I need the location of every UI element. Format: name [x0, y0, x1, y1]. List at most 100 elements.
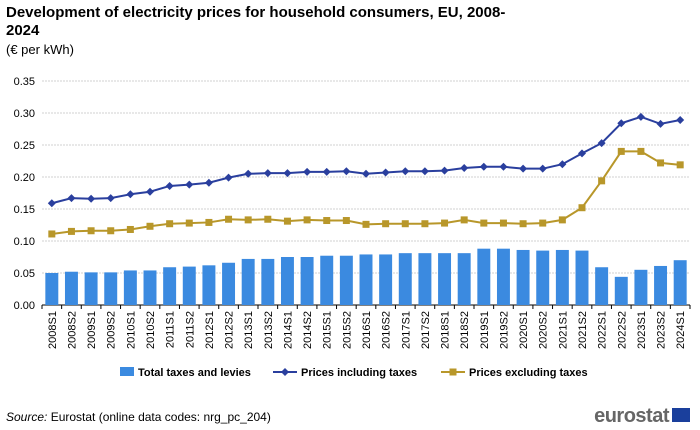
x-tick-label: 2022S1: [597, 311, 609, 349]
bar: [673, 260, 687, 305]
x-tick-label: 2015S1: [322, 311, 334, 349]
chart-subtitle: (€ per kWh): [6, 42, 74, 57]
y-tick-label: 0.00: [14, 300, 35, 312]
legend-label: Prices including taxes: [301, 367, 417, 379]
data-point: [244, 169, 253, 178]
x-tick-label: 2013S2: [263, 311, 275, 349]
source-note: Source: Eurostat (online data codes: nrg…: [6, 410, 271, 424]
data-point: [519, 164, 528, 173]
x-tick-label: 2024S1: [675, 311, 687, 349]
data-point: [126, 225, 134, 233]
legend-label: Total taxes and levies: [138, 367, 251, 379]
data-point: [656, 119, 665, 128]
data-point: [323, 217, 331, 225]
data-point: [106, 194, 115, 203]
x-tick-label: 2023S1: [636, 311, 648, 349]
bar: [516, 249, 530, 305]
data-point: [87, 194, 96, 203]
x-tick-label: 2018S2: [459, 311, 471, 349]
bar: [84, 272, 98, 305]
bar: [477, 248, 491, 305]
data-point: [165, 181, 174, 190]
x-tick-label: 2011S1: [165, 311, 177, 348]
data-point: [322, 167, 331, 176]
bar: [123, 270, 137, 305]
data-point: [362, 169, 370, 178]
x-tick-label: 2021S2: [577, 311, 589, 349]
data-point: [67, 227, 75, 235]
bar: [438, 253, 452, 305]
data-point: [48, 230, 56, 238]
data-point: [244, 216, 252, 224]
y-tick-label: 0.20: [14, 172, 35, 184]
bar: [496, 248, 510, 305]
data-point: [205, 218, 213, 226]
legend-label: Prices excluding taxes: [469, 367, 588, 379]
x-tick-label: 2016S1: [361, 311, 373, 349]
bar: [261, 258, 275, 305]
data-point: [303, 167, 312, 176]
data-point: [578, 149, 586, 158]
data-point: [460, 164, 469, 173]
data-point: [480, 219, 488, 227]
eurostat-logo: eurostat: [594, 405, 690, 428]
data-point: [401, 167, 410, 176]
data-point: [499, 162, 508, 171]
bar: [300, 257, 314, 305]
data-point: [166, 220, 174, 228]
data-point: [224, 173, 233, 182]
bar: [555, 249, 569, 305]
x-tick-label: 2020S1: [518, 311, 530, 349]
x-tick-label: 2015S2: [341, 311, 353, 349]
logo-text: eurostat: [594, 405, 669, 427]
series-line: [51, 115, 681, 205]
data-point: [381, 168, 390, 177]
y-tick-label: 0.30: [14, 108, 35, 120]
data-point: [657, 159, 665, 167]
bar: [595, 267, 609, 305]
bar: [614, 276, 628, 305]
x-tick-label: 2008S1: [47, 311, 59, 349]
data-point: [636, 112, 645, 121]
x-tick-label: 2009S2: [106, 311, 118, 349]
bar: [398, 253, 412, 305]
x-tick-label: 2021S1: [557, 311, 569, 349]
data-point: [479, 162, 488, 171]
x-tick-label: 2012S1: [204, 311, 216, 349]
data-point: [558, 160, 567, 169]
bar: [202, 265, 216, 305]
x-tick-label: 2014S1: [282, 311, 294, 349]
bar: [104, 272, 118, 305]
legend-marker: [449, 368, 457, 376]
data-point: [264, 215, 272, 223]
bar: [536, 250, 550, 305]
x-tick-label: 2011S2: [184, 311, 196, 348]
data-point: [440, 166, 449, 175]
x-tick-label: 2017S1: [400, 311, 412, 349]
bar: [222, 262, 236, 305]
x-tick-label: 2018S1: [440, 311, 452, 349]
bar: [182, 266, 196, 305]
bar: [634, 269, 648, 305]
data-point: [87, 227, 95, 235]
x-tick-label: 2019S1: [479, 311, 491, 349]
data-point: [441, 219, 449, 227]
x-tick-label: 2014S2: [302, 311, 314, 349]
y-tick-label: 0.10: [14, 236, 35, 248]
data-point: [538, 164, 547, 173]
x-tick-label: 2023S2: [656, 311, 668, 349]
data-point: [401, 220, 409, 228]
data-point: [598, 177, 606, 185]
data-point: [420, 167, 429, 176]
chart-title: Development of electricity prices for ho…: [6, 4, 506, 39]
y-tick-label: 0.15: [14, 204, 35, 216]
legend-marker: [281, 368, 289, 376]
bar: [339, 255, 353, 305]
data-point: [460, 216, 468, 224]
data-point: [519, 220, 527, 228]
bar: [241, 258, 255, 305]
data-point: [382, 220, 390, 228]
bar: [64, 271, 78, 305]
bar: [575, 250, 589, 305]
